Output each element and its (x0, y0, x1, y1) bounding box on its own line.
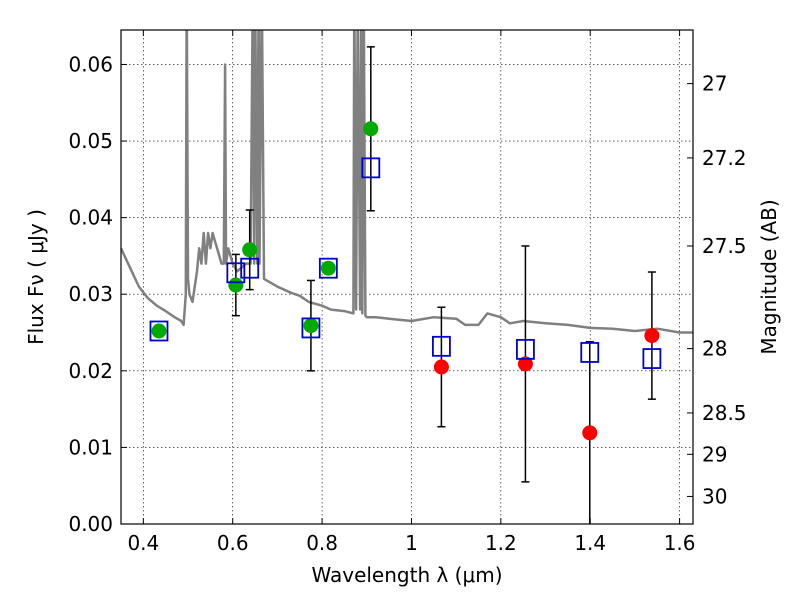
x-tick-label: 0.4 (127, 531, 159, 555)
right-tick-label: 30 (702, 484, 727, 508)
model-photometry-marker (642, 348, 662, 369)
y-tick-label: 0.02 (68, 359, 113, 383)
marker-layer (149, 46, 662, 524)
y-tick-label: 0.04 (68, 206, 113, 230)
axes: 0.4 0.6 0.8 1 1.2 1.4 1.6 0.00 0.01 0.02 0.03 0.04 0… (68, 30, 747, 555)
model-photometry-marker (240, 257, 260, 279)
y-tick-label: 0.00 (68, 512, 113, 536)
y-tick-label: 0.01 (68, 435, 113, 459)
x-tick-label: 1.4 (574, 531, 606, 555)
model-photometry-marker (318, 257, 338, 279)
detection-point (363, 121, 379, 137)
right-tick-label: 27.5 (702, 234, 747, 258)
x-tick-label: 1.2 (485, 531, 517, 555)
right-tick-label: 27.2 (702, 146, 747, 170)
measurement-point (433, 359, 449, 375)
model-photometry-marker (580, 342, 600, 363)
model-photometry-marker (226, 262, 246, 284)
y-tick-label: 0.06 (68, 52, 113, 76)
detection-point (151, 323, 167, 339)
plot-background (121, 30, 693, 524)
right-tick-label: 27 (702, 72, 727, 96)
x-tick-label: 1 (405, 531, 418, 555)
y-axis-title: Flux Fν ( μJy ) (24, 209, 48, 345)
x-tick-label: 1.6 (664, 531, 696, 555)
plot-frame (120, 29, 694, 525)
model-photometry-marker (361, 157, 381, 179)
y-tick-label: 0.05 (68, 129, 113, 153)
model-photometry-marker (432, 335, 451, 357)
data-layer (121, 30, 693, 334)
detection-point (303, 318, 319, 334)
y-tick-label: 0.03 (68, 282, 113, 306)
x-tick-label: 0.8 (306, 531, 338, 555)
right-axis-title: Magnitude (AB) (757, 199, 781, 354)
measurement-point (644, 328, 660, 344)
measurement-point (582, 425, 598, 441)
model-spectrum-line (121, 30, 693, 334)
right-tick-label: 28 (702, 337, 727, 361)
detection-point (228, 277, 244, 293)
right-tick-label: 29 (702, 442, 727, 466)
model-photometry-marker (516, 338, 535, 360)
x-tick-label: 0.6 (217, 531, 249, 555)
detection-point (242, 242, 258, 258)
x-axis-title: Wavelength λ (μm) (311, 563, 502, 587)
right-tick-label: 28.5 (702, 401, 747, 425)
measurement-point (517, 356, 533, 372)
model-photometry-marker (301, 317, 321, 339)
detection-point (320, 260, 336, 276)
model-photometry-marker (149, 320, 169, 342)
